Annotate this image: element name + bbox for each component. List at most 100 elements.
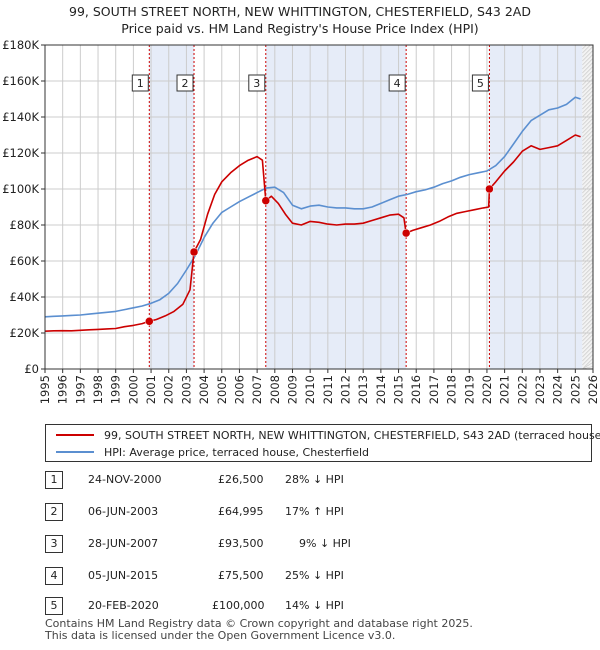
forecast-hatch-line: [582, 206, 594, 218]
forecast-hatch-line: [582, 358, 594, 370]
forecast-hatch-line: [582, 330, 594, 342]
x-tick-label: 2024: [551, 375, 565, 404]
forecast-hatch-line: [582, 198, 594, 210]
shaded-period-2: [265, 45, 407, 369]
x-tick-label: 2007: [250, 375, 264, 404]
forecast-hatch-line: [582, 278, 594, 290]
legend-swatch-hpi: [56, 451, 94, 453]
forecast-hatch-line: [582, 170, 594, 182]
forecast-hatch-line: [582, 138, 594, 150]
forecast-hatch-line: [582, 290, 594, 302]
y-tick-label: £0: [24, 362, 39, 376]
sale-hpi-diff: 17% ↑ HPI: [285, 505, 344, 518]
forecast-hatch-line: [582, 118, 594, 130]
forecast-hatch-line: [582, 70, 594, 82]
sale-label-box-4: [388, 74, 406, 92]
forecast-hatch-line: [582, 130, 594, 142]
forecast-hatch-line: [582, 286, 594, 298]
forecast-hatch-line: [582, 106, 594, 118]
sale-label-3: 3: [253, 77, 260, 90]
y-tick-label: £100K: [2, 182, 39, 196]
forecast-hatch-line: [582, 178, 594, 190]
forecast-hatch-line: [582, 94, 594, 106]
x-tick-label: 2013: [356, 375, 370, 404]
forecast-hatch-line: [582, 150, 594, 162]
x-tick-label: 2002: [162, 375, 176, 404]
y-tick-label: £140K: [2, 110, 39, 124]
legend-item-property: 99, SOUTH STREET NORTH, NEW WHITTINGTON,…: [56, 427, 600, 443]
x-tick-label: 1999: [109, 375, 123, 404]
sale-date: 20-FEB-2020: [88, 599, 159, 612]
sale-point-5: [485, 184, 494, 194]
forecast-hatch-line: [582, 154, 594, 166]
forecast-hatch-line: [582, 218, 594, 230]
x-tick-label: 2016: [409, 375, 423, 404]
x-tick-label: 2018: [445, 375, 459, 404]
forecast-hatch-line: [582, 238, 594, 250]
forecast-hatch-line: [582, 242, 594, 254]
forecast-hatch-line: [582, 166, 594, 178]
forecast-hatch-line: [582, 194, 594, 206]
forecast-hatch-line: [582, 202, 594, 214]
legend-label-hpi: HPI: Average price, terraced house, Ches…: [104, 445, 370, 459]
forecast-hatch-line: [582, 246, 594, 258]
forecast-hatch-line: [582, 158, 594, 170]
sale-date: 05-JUN-2015: [88, 569, 159, 582]
forecast-hatch-line: [582, 342, 594, 354]
x-tick-label: 2017: [427, 375, 441, 404]
x-tick-label: 2026: [586, 375, 600, 404]
legend-label-property: 99, SOUTH STREET NORTH, NEW WHITTINGTON,…: [104, 428, 600, 442]
forecast-hatch-line: [582, 66, 594, 78]
forecast-hatch-line: [582, 44, 587, 50]
x-tick-label: 2020: [480, 375, 494, 404]
sale-label-box-1: [131, 74, 149, 92]
forecast-hatch-line: [582, 44, 591, 54]
y-tick-label: £60K: [10, 254, 40, 268]
x-tick-label: 2012: [339, 375, 353, 404]
forecast-hatch-line: [582, 126, 594, 138]
forecast-hatch-line: [582, 146, 594, 158]
forecast-hatch-line: [582, 210, 594, 222]
footer-copyright: Contains HM Land Registry data © Crown c…: [45, 617, 473, 630]
x-tick-label: 1995: [38, 375, 52, 404]
y-tick-label: £20K: [10, 326, 40, 340]
forecast-hatch-line: [582, 318, 594, 330]
forecast-hatch-line: [582, 98, 594, 110]
plot-frame: [44, 44, 594, 370]
forecast-hatch-line: [582, 226, 594, 238]
footer: Contains HM Land Registry data © Crown c…: [45, 618, 473, 642]
table-row: 4 05-JUN-2015 £75,500 25% ↓ HPI: [45, 567, 445, 587]
x-tick-label: 2021: [498, 375, 512, 404]
legend-item-hpi: HPI: Average price, terraced house, Ches…: [56, 444, 369, 460]
forecast-hatch-line: [582, 58, 594, 70]
sale-price: £100,000: [212, 599, 265, 612]
forecast-hatch-line: [582, 86, 594, 98]
forecast-hatch-line: [582, 222, 594, 234]
sale-label-box-2: [176, 74, 194, 92]
forecast-hatch-line: [582, 74, 594, 86]
forecast-hatch-line: [582, 314, 594, 326]
forecast-hatch-line: [582, 354, 594, 366]
sale-hpi-diff: 25% ↓ HPI: [285, 569, 344, 582]
sale-date: 06-JUN-2003: [88, 505, 159, 518]
forecast-hatch-line: [582, 230, 594, 242]
forecast-hatch-line: [582, 114, 594, 126]
forecast-hatch-line: [582, 54, 594, 66]
x-tick-label: 2015: [392, 375, 406, 404]
sale-date: 28-JUN-2007: [88, 537, 159, 550]
sale-point-3: [261, 196, 271, 205]
forecast-hatch-line: [582, 350, 594, 362]
forecast-hatch-line: [582, 302, 594, 314]
y-tick-label: £120K: [2, 146, 39, 160]
x-tick-label: 2001: [144, 375, 158, 404]
x-tick-label: 2003: [179, 375, 193, 404]
table-row: 5 20-FEB-2020 £100,000 14% ↓ HPI: [45, 597, 445, 617]
forecast-hatch-line: [582, 254, 594, 266]
sale-label-2: 2: [182, 77, 189, 90]
shaded-period-3: [489, 45, 583, 369]
forecast-hatch-line: [582, 190, 594, 202]
sale-label-1: 1: [137, 77, 144, 90]
x-tick-label: 2022: [515, 375, 529, 404]
forecast-hatch-line: [582, 258, 594, 270]
sale-number-badge: 4: [45, 567, 63, 585]
